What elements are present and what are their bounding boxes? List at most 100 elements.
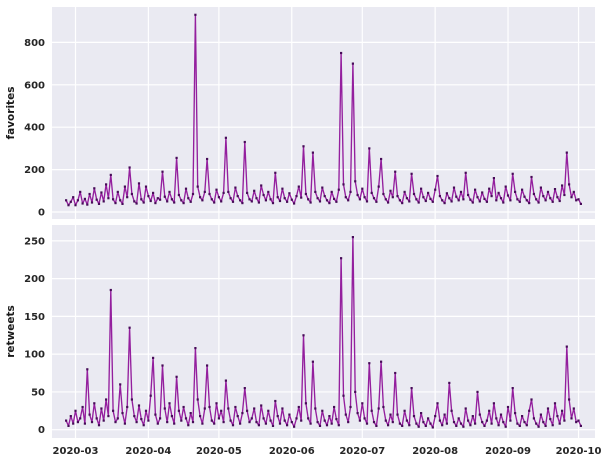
data-point-marker	[300, 196, 303, 199]
data-point-marker	[495, 199, 498, 202]
data-point-marker	[170, 198, 173, 201]
data-point-marker	[450, 409, 453, 412]
data-point-marker	[474, 422, 477, 425]
data-point-marker	[408, 424, 411, 427]
data-point-marker	[342, 183, 345, 186]
data-point-marker	[81, 405, 84, 409]
data-point-marker	[398, 199, 401, 202]
data-point-marker	[434, 188, 437, 191]
data-point-marker	[168, 190, 171, 193]
data-point-marker	[76, 421, 79, 424]
data-point-marker	[443, 413, 446, 416]
data-point-marker	[255, 421, 258, 424]
y-tick-label: 150	[24, 312, 45, 323]
data-point-marker	[553, 188, 557, 191]
data-point-marker	[166, 421, 169, 424]
data-point-marker	[401, 202, 404, 205]
data-point-marker	[429, 422, 432, 425]
data-point-marker	[539, 413, 542, 416]
data-point-marker	[311, 360, 314, 363]
y-tick-label: 200	[24, 165, 45, 176]
data-point-marker	[518, 200, 521, 203]
data-point-marker	[239, 422, 242, 425]
data-point-marker	[144, 409, 148, 412]
data-point-marker	[420, 412, 423, 415]
data-point-marker	[532, 192, 535, 196]
data-point-marker	[467, 419, 470, 422]
data-point-marker	[182, 405, 185, 409]
data-point-marker	[142, 424, 145, 427]
data-point-marker	[417, 425, 420, 428]
data-point-marker	[438, 419, 441, 422]
data-point-marker	[175, 156, 178, 159]
data-point-marker	[152, 356, 155, 359]
data-point-marker	[535, 422, 538, 425]
data-point-marker	[222, 421, 225, 424]
data-point-marker	[187, 197, 190, 200]
data-point-marker	[504, 425, 507, 428]
data-point-marker	[175, 375, 178, 378]
x-tick-label: 2020-04	[125, 446, 171, 457]
data-point-marker	[231, 200, 235, 203]
data-point-marker	[490, 195, 493, 198]
data-point-marker	[497, 424, 500, 427]
data-point-marker	[485, 200, 488, 203]
data-point-marker	[203, 407, 206, 410]
data-point-marker	[88, 192, 91, 196]
data-point-marker	[420, 187, 423, 190]
data-point-marker	[558, 422, 561, 425]
data-point-marker	[227, 190, 230, 193]
data-point-marker	[297, 405, 300, 409]
data-point-marker	[156, 197, 159, 200]
data-point-marker	[93, 402, 96, 405]
y-tick-label: 0	[38, 208, 45, 219]
data-point-marker	[201, 199, 204, 202]
data-point-marker	[375, 424, 378, 427]
data-point-marker	[551, 424, 554, 427]
data-point-marker	[577, 419, 580, 422]
data-point-marker	[262, 193, 265, 197]
data-point-marker	[521, 188, 524, 191]
y-axis-label-retweets: retweets	[5, 305, 17, 358]
data-point-marker	[142, 201, 145, 204]
data-point-marker	[356, 193, 359, 197]
data-point-marker	[149, 394, 152, 397]
data-point-marker	[304, 192, 307, 196]
data-point-marker	[459, 422, 463, 425]
data-point-marker	[546, 407, 550, 410]
data-point-marker	[318, 424, 322, 427]
data-point-marker	[210, 198, 213, 201]
data-point-marker	[558, 199, 561, 203]
data-point-marker	[368, 362, 371, 365]
data-point-marker	[323, 419, 326, 422]
data-point-marker	[161, 170, 164, 173]
data-point-marker	[464, 407, 467, 410]
data-point-marker	[316, 197, 319, 200]
data-point-marker	[177, 193, 180, 197]
data-point-marker	[568, 398, 571, 401]
data-point-marker	[499, 413, 503, 416]
data-point-marker	[166, 200, 169, 203]
data-point-marker	[199, 415, 202, 418]
data-point-marker	[415, 422, 418, 425]
data-point-marker	[321, 186, 324, 189]
data-point-marker	[445, 192, 448, 195]
data-point-marker	[464, 171, 467, 174]
data-point-marker	[462, 198, 465, 201]
data-point-marker	[434, 415, 437, 418]
data-point-marker	[450, 200, 453, 203]
data-point-marker	[302, 334, 305, 337]
data-point-marker	[509, 419, 512, 422]
data-point-marker	[335, 200, 338, 203]
data-point-marker	[152, 191, 155, 194]
data-point-marker	[271, 424, 275, 427]
data-point-marker	[518, 424, 521, 427]
data-point-marker	[474, 188, 477, 191]
data-point-marker	[325, 424, 329, 427]
data-point-marker	[144, 185, 148, 188]
data-point-marker	[260, 184, 263, 187]
data-point-marker	[506, 194, 510, 197]
data-point-marker	[542, 195, 545, 198]
data-point-marker	[563, 193, 566, 197]
data-point-marker	[410, 172, 413, 175]
